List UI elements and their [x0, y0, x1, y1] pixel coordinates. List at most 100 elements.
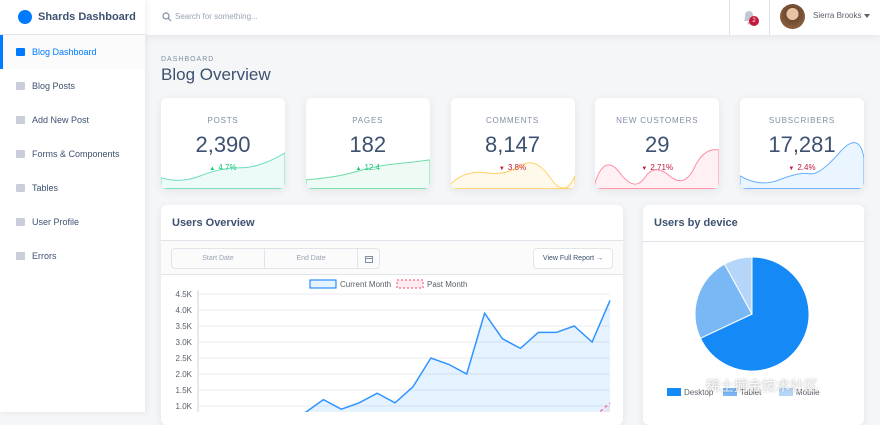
nav-item[interactable]: Tables — [0, 171, 145, 205]
nav-item[interactable]: Blog Posts — [0, 69, 145, 103]
nav-label: Tables — [32, 183, 59, 193]
user-name[interactable]: Sierra Brooks — [813, 11, 862, 20]
brand-name: Shards Dashboard — [38, 11, 136, 23]
nav-label: Add New Post — [32, 115, 90, 125]
nav-icon — [16, 150, 25, 158]
stat-change-value: 4.7% — [218, 163, 237, 172]
legend-label: Tablet — [740, 388, 762, 397]
legend-swatch — [396, 279, 424, 289]
y-tick-label: 4.0K — [176, 306, 193, 315]
legend-label: Desktop — [684, 388, 714, 397]
search-icon — [162, 12, 172, 22]
card-title: Users Overview — [172, 217, 255, 229]
y-tick-label: 2.0K — [176, 370, 193, 379]
users-by-device-card: Users by device Desktop Tablet Mobile — [643, 205, 864, 425]
trend-arrow: ▲ — [209, 166, 216, 172]
y-tick-label: 3.5K — [176, 322, 193, 331]
divider — [729, 0, 730, 35]
search-input[interactable]: Search for something... — [175, 12, 258, 21]
nav-item[interactable]: Blog Dashboard — [0, 35, 145, 69]
trend-arrow: ▲ — [355, 166, 362, 172]
nav-label: User Profile — [32, 217, 80, 227]
nav-label: Errors — [32, 251, 57, 261]
sparkline-area — [450, 162, 575, 189]
stat-card: COMMENTS 8,147 ▼ 3.8% — [450, 98, 575, 189]
legend-swatch — [723, 388, 737, 396]
nav-icon — [16, 184, 25, 192]
stat-change: ▲ 4.7% — [161, 163, 285, 172]
stat-change: ▼ 2.4% — [740, 163, 864, 172]
legend-swatch — [667, 388, 681, 396]
legend-swatch — [309, 279, 337, 289]
avatar[interactable] — [780, 4, 805, 29]
stat-card: SUBSCRIBERS 17,281 ▼ 2.4% — [740, 98, 864, 189]
legend-label: Mobile — [796, 388, 820, 397]
nav-item[interactable]: User Profile — [0, 205, 145, 239]
page-subtitle: DASHBOARD — [161, 56, 215, 63]
stat-value: 29 — [645, 132, 670, 157]
pie-slice — [694, 263, 753, 339]
nav-label: Blog Dashboard — [32, 47, 97, 57]
divider — [643, 241, 864, 242]
pie-slice — [699, 256, 810, 372]
trend-arrow: ▼ — [498, 166, 505, 172]
y-tick-label: 3.0K — [176, 338, 193, 347]
nav-item[interactable]: Add New Post — [0, 103, 145, 137]
y-tick-label: 4.5K — [176, 290, 193, 299]
sparkline-area — [595, 149, 720, 189]
card-title: Users by device — [654, 217, 738, 229]
nav-icon — [16, 48, 25, 56]
sparkline — [305, 159, 430, 189]
nav-icon — [16, 218, 25, 226]
brand-logo — [18, 10, 32, 24]
watermark: 稀土掘金技术社区 — [706, 379, 818, 395]
report-button[interactable]: View Full Report → — [533, 248, 613, 269]
sparkline — [161, 152, 285, 189]
brand[interactable]: Shards Dashboard — [0, 0, 145, 35]
legend-label: Current Month — [340, 280, 391, 289]
sparkline-area — [740, 142, 864, 189]
legend-swatch — [779, 388, 793, 396]
page: Shards Dashboard Blog Dashboard Blog Post… — [0, 0, 870, 412]
nav-icon — [16, 116, 25, 124]
sparkline — [450, 162, 575, 189]
nav-label: Forms & Components — [32, 149, 120, 159]
y-tick-label: 2.5K — [176, 354, 193, 363]
sparkline-area — [305, 159, 430, 189]
page-title: Blog Overview — [161, 65, 271, 84]
calendar-button[interactable] — [357, 248, 380, 269]
stat-value: 2,390 — [195, 132, 251, 157]
stat-value: 8,147 — [484, 132, 541, 157]
users-overview-card: Users Overview Start Date End Date View … — [161, 205, 623, 425]
stat-label: NEW CUSTOMERS — [616, 116, 699, 125]
trend-arrow: ▼ — [788, 166, 795, 172]
sidebar: Shards Dashboard Blog Dashboard Blog Post… — [0, 0, 145, 412]
stat-change-value: 2.4% — [797, 163, 816, 172]
nav-item[interactable]: Forms & Components — [0, 137, 145, 171]
line-area — [306, 300, 610, 412]
stat-change: ▼ 2.71% — [595, 163, 719, 172]
y-tick-label: 1.0K — [176, 402, 193, 411]
caret — [864, 14, 870, 18]
stat-label: PAGES — [352, 116, 384, 125]
divider — [161, 274, 623, 275]
pie-chart: Desktop Tablet Mobile — [667, 256, 820, 397]
legend-label: Past Month — [427, 280, 467, 289]
sparkline — [595, 149, 720, 189]
y-tick-label: 1.5K — [176, 386, 193, 395]
nav-label: Blog Posts — [32, 81, 76, 91]
stat-label: COMMENTS — [485, 116, 540, 125]
stat-card: PAGES 182 ▲ 12.4 — [305, 98, 430, 189]
stat-label: SUBSCRIBERS — [768, 116, 836, 125]
divider — [769, 0, 770, 35]
stat-card: NEW CUSTOMERS 29 ▼ 2.71% — [595, 98, 720, 189]
stat-card: POSTS 2,390 ▲ 4.7% — [161, 98, 285, 189]
stat-value: 182 — [349, 132, 387, 157]
nav-item[interactable]: Errors — [0, 239, 145, 273]
divider — [161, 240, 623, 241]
nav-icon — [16, 82, 25, 90]
nav-icon — [16, 252, 25, 260]
stat-change-value: 2.71% — [650, 163, 674, 172]
notification-badge: 2 — [749, 16, 759, 26]
line-series — [303, 300, 611, 412]
